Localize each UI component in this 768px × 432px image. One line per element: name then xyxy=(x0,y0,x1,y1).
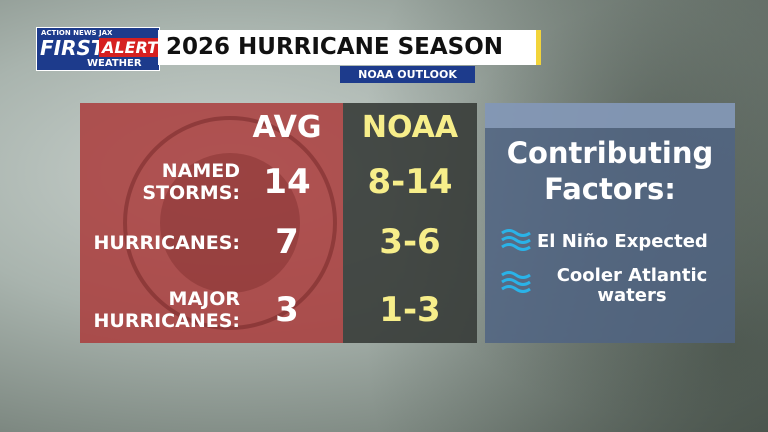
noaa-value: 1-3 xyxy=(379,290,441,330)
noaa-value: 3-6 xyxy=(379,222,441,262)
logo: ACTION NEWS JAX FIRST ALERT WEATHER xyxy=(36,27,162,71)
subtitle: NOAA OUTLOOK xyxy=(340,66,475,83)
wave-icon xyxy=(501,229,531,251)
noaa-value: 8-14 xyxy=(367,162,453,202)
factor: El Niño Expected xyxy=(537,231,708,252)
factors-title: Contributing Factors: xyxy=(506,136,714,206)
factors-strip xyxy=(485,103,735,128)
logo-station: ACTION NEWS JAX xyxy=(41,29,113,37)
avg-panel xyxy=(80,103,343,343)
avg-value: 3 xyxy=(275,290,299,330)
avg-value: 14 xyxy=(263,162,311,202)
seal xyxy=(123,116,337,330)
column-header: AVG xyxy=(252,110,322,145)
logo-alert: ALERT xyxy=(99,38,162,57)
row-label: NAMED STORMS: xyxy=(142,160,240,204)
title: 2026 HURRICANE SEASON xyxy=(166,34,504,60)
column-header: NOAA xyxy=(361,110,459,145)
avg-value: 7 xyxy=(275,222,299,262)
logo-first: FIRST xyxy=(40,36,105,60)
title-bar: 2026 HURRICANE SEASON xyxy=(158,30,541,65)
row-label: MAJOR HURRICANES: xyxy=(93,288,240,332)
logo-weather: WEATHER xyxy=(87,58,142,69)
noaa-panel xyxy=(343,103,477,343)
factors-panel xyxy=(485,103,735,343)
factor: Cooler Atlantic waters xyxy=(556,265,708,306)
row-label: HURRICANES: xyxy=(93,232,240,254)
wave-icon xyxy=(501,271,531,293)
